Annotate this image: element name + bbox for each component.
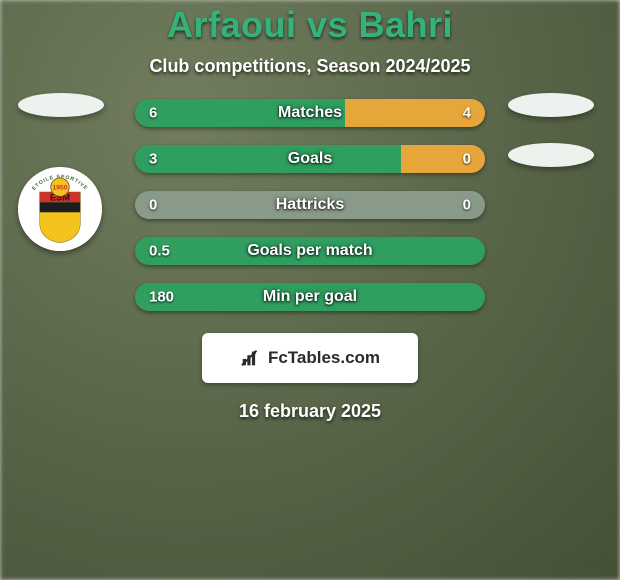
club-crest-svg: ETOILE SPORTIVE ESM 1950 bbox=[18, 167, 102, 251]
comparison-region: ETOILE SPORTIVE ESM 1950 Matches64 bbox=[0, 99, 620, 311]
bar-seg-right bbox=[345, 99, 485, 127]
brand-text: FcTables.com bbox=[268, 348, 380, 368]
comparison-bars: Matches64 Goals30 Hattricks00 Goals per mat… bbox=[135, 99, 485, 311]
bar-row: Goals per match0.5 bbox=[135, 237, 485, 265]
page-title: Arfaoui vs Bahri bbox=[167, 4, 453, 46]
bar-row: Matches64 bbox=[135, 99, 485, 127]
side-ellipse bbox=[18, 93, 104, 117]
side-ellipse bbox=[508, 143, 594, 167]
crest-year: 1950 bbox=[53, 185, 68, 192]
bar-seg-left bbox=[135, 99, 345, 127]
bar-seg-left bbox=[135, 145, 401, 173]
brand-box: FcTables.com bbox=[202, 333, 418, 383]
bar-row: Min per goal180 bbox=[135, 283, 485, 311]
date-text: 16 february 2025 bbox=[239, 401, 381, 422]
subtitle: Club competitions, Season 2024/2025 bbox=[149, 56, 470, 77]
bar-seg-right bbox=[310, 191, 485, 219]
side-ellipse bbox=[508, 93, 594, 117]
bar-seg-left bbox=[135, 191, 310, 219]
club-crest: ETOILE SPORTIVE ESM 1950 bbox=[18, 167, 102, 251]
bar-seg-left bbox=[135, 237, 485, 265]
bar-row: Hattricks00 bbox=[135, 191, 485, 219]
bar-row: Goals30 bbox=[135, 145, 485, 173]
bar-seg-left bbox=[135, 283, 485, 311]
content-root: Arfaoui vs Bahri Club competitions, Seas… bbox=[0, 0, 620, 580]
bar-chart-icon bbox=[240, 347, 262, 369]
bar-seg-right bbox=[401, 145, 485, 173]
